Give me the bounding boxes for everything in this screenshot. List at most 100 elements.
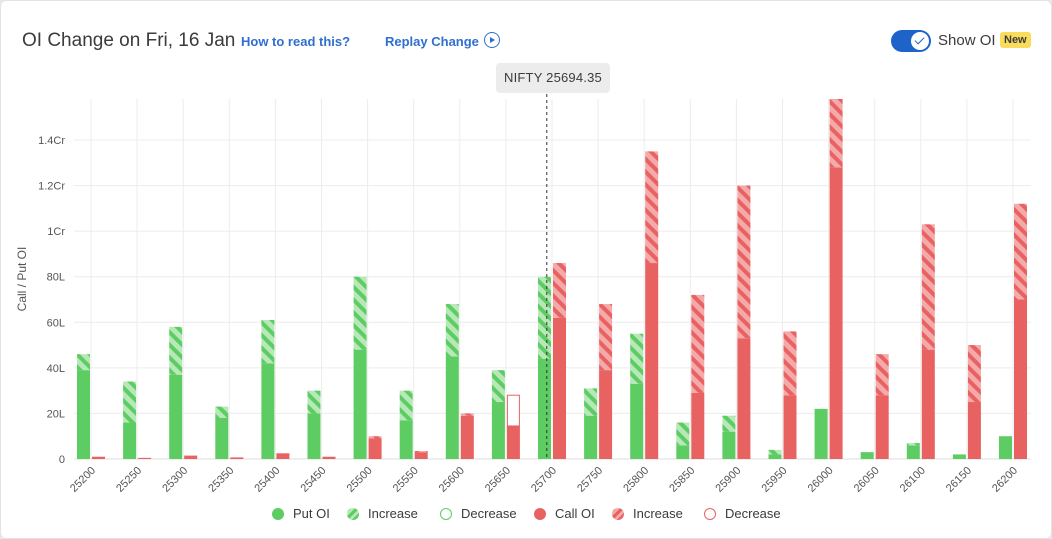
show-oi-label: Show OI (938, 32, 996, 49)
legend-outline-swatch (440, 508, 452, 520)
call-oi-bar (967, 402, 981, 459)
put-oi-bar (906, 445, 920, 459)
put-oi-bar (261, 363, 275, 459)
x-tick-label: 26100 (898, 465, 928, 495)
call-oi-bar (553, 317, 566, 459)
call-oi-bar (783, 395, 797, 459)
call-oi-bar (737, 338, 751, 459)
x-tick-label: 26200 (990, 465, 1020, 495)
x-tick-label: 25500 (345, 465, 375, 495)
call-increase-bar (645, 151, 659, 264)
legend-label: Put OI (293, 506, 330, 521)
x-tick-label: 25900 (713, 465, 743, 495)
y-tick-label: 1.2Cr (38, 181, 65, 193)
y-tick-label: 80L (47, 272, 65, 284)
legend-outline-swatch (704, 508, 716, 520)
x-tick-label: 25800 (621, 465, 651, 495)
call-increase-bar (599, 304, 613, 371)
y-tick-label: 20L (47, 408, 65, 420)
replay-change-link[interactable]: Replay Change (385, 34, 479, 49)
new-badge: New (1000, 32, 1031, 48)
y-tick-label: 1.4Cr (38, 135, 65, 147)
put-increase-bar (399, 390, 413, 421)
put-oi-bar (999, 436, 1012, 459)
call-oi-bar (322, 456, 336, 459)
x-tick-label: 26050 (852, 465, 882, 495)
show-oi-toggle[interactable] (891, 30, 931, 52)
put-increase-bar (676, 422, 690, 446)
put-increase-bar (906, 443, 920, 446)
call-increase-bar (783, 331, 797, 396)
put-oi-bar (814, 408, 828, 459)
put-increase-bar (261, 320, 275, 364)
call-oi-bar (691, 392, 705, 459)
put-increase-bar (307, 390, 321, 414)
check-icon (911, 32, 929, 50)
put-increase-bar (215, 406, 229, 418)
x-tick-label: 25950 (760, 465, 790, 495)
put-increase-bar (169, 326, 183, 375)
put-oi-bar (676, 445, 690, 459)
put-oi-bar (630, 383, 644, 459)
x-tick-label: 25850 (667, 465, 697, 495)
put-increase-bar (630, 333, 644, 384)
call-increase-bar (368, 436, 382, 439)
call-oi-bar (829, 167, 843, 460)
put-oi-bar (353, 349, 367, 459)
y-axis-label: Call / Put OI (15, 247, 29, 312)
x-tick-label: 25650 (483, 465, 513, 495)
call-oi-bar (414, 452, 428, 459)
play-circle-icon[interactable] (484, 32, 500, 48)
call-oi-bar (460, 415, 474, 459)
x-tick-label: 25200 (68, 465, 98, 495)
x-tick-label: 25550 (391, 465, 421, 495)
call-oi-bar (92, 456, 105, 459)
put-oi-bar (77, 370, 90, 459)
call-increase-bar (691, 294, 705, 393)
put-oi-bar (584, 415, 598, 459)
y-tick-label: 1Cr (47, 226, 65, 238)
put-oi-bar (215, 417, 229, 459)
x-tick-label: 25400 (252, 465, 282, 495)
x-tick-label: 25250 (114, 465, 144, 495)
x-tick-label: 26000 (806, 465, 836, 495)
call-increase-bar (1014, 203, 1027, 300)
call-oi-bar (506, 425, 520, 459)
x-tick-label: 25700 (529, 465, 559, 495)
how-to-read-link[interactable]: How to read this? (241, 34, 351, 49)
legend-label: Decrease (725, 506, 781, 521)
call-increase-bar (967, 345, 981, 403)
x-tick-label: 25300 (160, 465, 190, 495)
put-oi-bar (860, 452, 874, 459)
legend-hatch-swatch (347, 508, 359, 520)
legend-label: Increase (633, 506, 683, 521)
chart-legend: Put OI Increase Decrease Call OI Increase Dec… (1, 506, 1052, 524)
call-oi-bar (645, 263, 659, 459)
x-tick-label: 25600 (437, 465, 467, 495)
x-tick-label: 25350 (206, 465, 236, 495)
x-tick-label: 25750 (575, 465, 605, 495)
call-oi-bar (875, 395, 889, 459)
put-oi-bar (307, 413, 321, 459)
x-tick-label: 25450 (299, 465, 329, 495)
call-oi-bar (599, 370, 613, 459)
legend-label: Call OI (555, 506, 595, 521)
put-oi-bar (169, 374, 183, 459)
put-oi-bar (123, 422, 137, 459)
y-tick-label: 60L (47, 317, 65, 329)
put-oi-bar (538, 358, 551, 459)
put-increase-bar (584, 388, 598, 416)
legend-solid-swatch (272, 508, 284, 520)
call-oi-bar (230, 457, 244, 459)
put-increase-bar (491, 370, 505, 403)
legend-solid-swatch (534, 508, 546, 520)
put-oi-bar (722, 431, 736, 459)
call-oi-bar (276, 453, 290, 459)
call-decrease-bar (506, 394, 520, 427)
legend-hatch-swatch (612, 508, 624, 520)
put-oi-bar (445, 356, 459, 459)
call-increase-bar (921, 224, 935, 350)
y-tick-label: 40L (47, 363, 65, 375)
call-oi-bar (138, 457, 152, 459)
call-increase-bar (737, 185, 751, 339)
